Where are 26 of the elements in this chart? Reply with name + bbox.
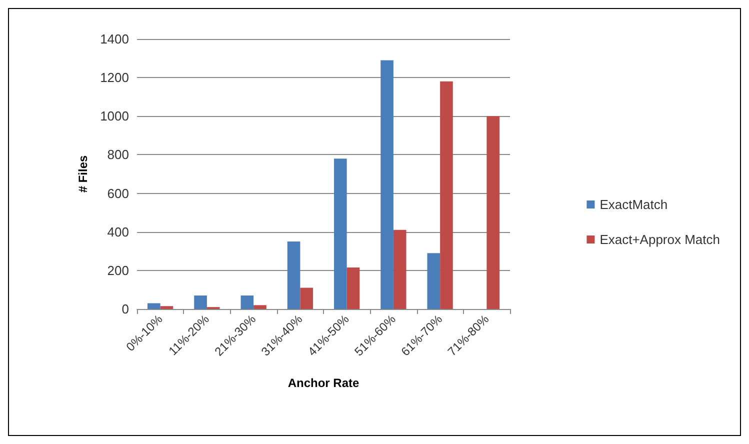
y-tick-label: 600 xyxy=(107,186,129,201)
y-tick-label: 1200 xyxy=(100,70,129,86)
bar xyxy=(147,303,160,309)
bar xyxy=(287,242,300,309)
y-tick-label: 0 xyxy=(122,302,129,316)
bar xyxy=(346,268,360,309)
y-tick-label: 800 xyxy=(107,147,129,162)
x-axis-title: Anchor Rate xyxy=(288,376,360,390)
bar xyxy=(300,288,314,309)
bar xyxy=(427,253,440,309)
bar xyxy=(334,158,347,309)
y-tick-label: 1000 xyxy=(100,108,129,124)
bar xyxy=(194,296,207,309)
bar xyxy=(440,81,453,309)
y-axis-title: # Files xyxy=(76,155,90,193)
legend-label: Exact+Approx Match xyxy=(600,232,720,247)
bar xyxy=(393,230,406,309)
bar xyxy=(486,116,500,309)
bar xyxy=(160,306,174,309)
bar xyxy=(254,305,266,309)
bar xyxy=(380,60,394,309)
legend-label: ExactMatch xyxy=(600,197,668,212)
bar xyxy=(240,296,254,309)
y-tick-label: 1400 xyxy=(100,32,129,46)
y-tick-label: 400 xyxy=(107,224,129,240)
y-tick-label: 200 xyxy=(107,262,129,278)
